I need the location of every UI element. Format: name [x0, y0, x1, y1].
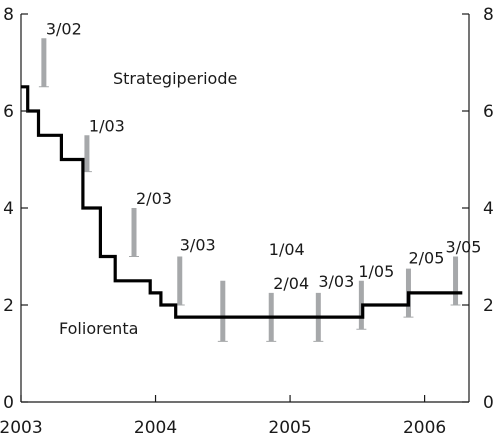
interval-bar: [84, 135, 90, 172]
y-tick-left-label: 2: [3, 296, 14, 316]
y-tick-right-label: 8: [483, 5, 494, 25]
series-line-foliorenta: [21, 85, 463, 319]
interval-label: 3/05: [446, 238, 482, 257]
interval-label: 2/04: [273, 274, 309, 293]
interval-bars: 3/021/032/033/03 1/042/04 3/031/052/053/05: [38, 19, 482, 342]
interval-label: 1/04: [269, 240, 305, 259]
series-lines: [21, 85, 463, 319]
y-tick-right-label: 4: [483, 199, 494, 219]
y-tick-left-label: 8: [3, 5, 14, 25]
interval-bar: [453, 256, 459, 305]
y-tick-right-label: 6: [483, 102, 494, 122]
y-tick-left-label: 0: [3, 393, 14, 413]
interval-label: 2/03: [136, 189, 172, 208]
interval-label: 1/05: [358, 262, 394, 281]
x-tick-label: 2005: [268, 418, 311, 438]
y-tick-left-label: 6: [3, 102, 14, 122]
interval-label: 1/03: [89, 116, 125, 135]
interval-label: 2/05: [408, 249, 444, 268]
interval-bar: [220, 280, 226, 342]
y-tick-right-label: 2: [483, 296, 494, 316]
interval-bar: [177, 256, 183, 305]
chart-labels: Strategiperiode Foliorenta: [59, 69, 237, 338]
annotation-strategiperiode: Strategiperiode: [113, 69, 237, 88]
interval-bar: [131, 208, 137, 257]
interval-label: 3/02: [46, 19, 82, 38]
interval-label: 3/03: [318, 272, 354, 291]
axis-ticks: 0 2 4 6 8 0 2 4 6 8 2003 2004 2005 2006: [0, 5, 494, 438]
x-tick-label: 2004: [134, 418, 177, 438]
annotation-foliorenta: Foliorenta: [59, 319, 138, 338]
interval-bar: [41, 38, 47, 87]
x-tick-label: 2003: [0, 418, 43, 438]
y-tick-left-label: 4: [3, 199, 14, 219]
y-tick-right-label: 0: [483, 393, 494, 413]
x-tick-label: 2006: [403, 418, 446, 438]
interval-label: 3/03: [180, 236, 216, 255]
